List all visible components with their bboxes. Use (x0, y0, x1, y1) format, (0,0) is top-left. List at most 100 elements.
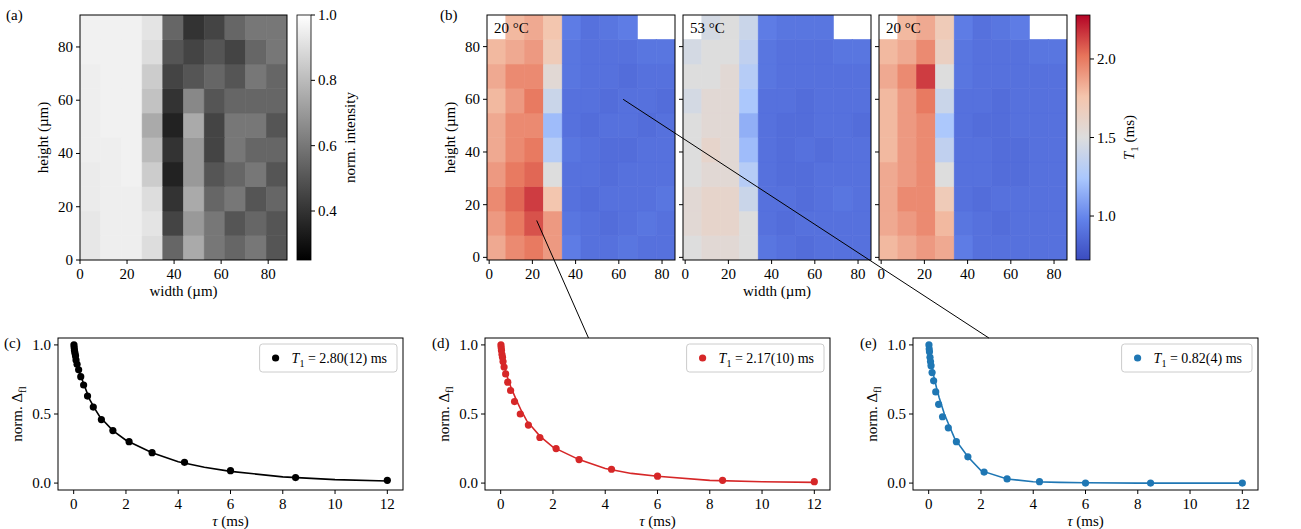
heatmap-cell (917, 113, 936, 138)
heatmap-cell (935, 15, 954, 40)
heatmap-cell (163, 113, 184, 138)
heatmap-cell (562, 15, 581, 40)
heatmap-cell (1048, 162, 1067, 187)
heatmap-cell (702, 187, 721, 212)
heatmap-cell (525, 187, 544, 212)
heatmap-cell (758, 113, 777, 138)
heatmap-cell (619, 40, 638, 65)
pointer-line (537, 220, 589, 338)
heatmap-cell (562, 64, 581, 89)
heatmap-cell (266, 187, 287, 212)
y-tick-label: 80 (465, 39, 480, 55)
heatmap-cell (543, 187, 562, 212)
heatmap-cell (600, 40, 619, 65)
x-tick (80, 260, 81, 264)
text-part: norm. (436, 403, 452, 442)
heatmap-cell (1029, 187, 1048, 212)
text-part: = 0.82(4) ms (1166, 351, 1242, 367)
heatmap-cell (935, 211, 954, 236)
y-tick (909, 483, 913, 484)
heatmap-cell (721, 89, 740, 114)
colorbar-tick (1090, 216, 1094, 217)
heatmap-cell (581, 162, 600, 187)
heatmap-cell (246, 211, 267, 236)
heatmap-cell (121, 187, 142, 212)
heatmap-cell (796, 64, 815, 89)
x-tick (858, 260, 859, 264)
heatmap-cell (225, 162, 246, 187)
heatmap-cell (777, 40, 796, 65)
heatmap-cell (721, 64, 740, 89)
heatmap-cell (898, 211, 917, 236)
heatmap-cell (204, 64, 225, 89)
panel: 02040608020 °C (875, 15, 1067, 282)
heatmap-cell (935, 113, 954, 138)
heatmap-cell (121, 162, 142, 187)
plot-frame (913, 338, 1258, 490)
heatmap-cell (721, 113, 740, 138)
x-tick (1033, 490, 1034, 494)
heatmap-cell (246, 64, 267, 89)
x-tick (728, 260, 729, 264)
heatmap-cell (973, 15, 992, 40)
heatmap-cell (935, 236, 954, 261)
x-tick-label: 20 (917, 266, 932, 282)
heatmap-cell (506, 64, 525, 89)
heatmap-cell (225, 211, 246, 236)
y-tick (679, 151, 683, 152)
x-tick-label: 60 (214, 266, 229, 282)
x-axis-title: width (µm) (743, 283, 811, 300)
heatmap-cell (954, 40, 973, 65)
x-tick (928, 490, 929, 494)
heatmap-cell (80, 89, 101, 114)
heatmap-cell (581, 187, 600, 212)
heatmap-cell (266, 236, 287, 261)
y-tick-label: 0.5 (32, 406, 51, 422)
heatmap-cell (815, 138, 834, 163)
heatmap-cell (954, 138, 973, 163)
heatmap-cell (266, 15, 287, 40)
heatmap-cell (796, 162, 815, 187)
heatmap-cell (142, 89, 163, 114)
heatmap-cell (543, 113, 562, 138)
heatmap-cell (225, 64, 246, 89)
heatmap-cell (600, 187, 619, 212)
heatmap-cell (1011, 162, 1030, 187)
heatmap-cell (487, 89, 506, 114)
heatmap-cell (101, 211, 122, 236)
heatmap-cell (184, 40, 205, 65)
heatmap-cell (184, 89, 205, 114)
heatmap-cell (121, 211, 142, 236)
heatmap-cell (525, 64, 544, 89)
legend-label: T1 = 2.17(10) ms (719, 351, 814, 369)
heatmap-cell (487, 40, 506, 65)
colorbar-tick-label: 2.0 (1097, 51, 1116, 67)
x-tick-label: 12 (380, 496, 395, 512)
heatmap-cell (1048, 89, 1067, 114)
heatmap-cell (758, 15, 777, 40)
panel: 0246810120.00.51.0τ (ms)norm. Δfl(c)T1 =… (4, 335, 403, 529)
heatmap-cell (702, 113, 721, 138)
y-tick (483, 46, 487, 47)
heatmap-cell (833, 187, 852, 212)
heatmap-cell (992, 64, 1011, 89)
x-tick (127, 260, 128, 264)
heatmap-cell (796, 236, 815, 261)
heatmap-cell (898, 89, 917, 114)
x-tick-label: 10 (1183, 496, 1198, 512)
heatmap-cell (121, 15, 142, 40)
x-tick-label: 10 (328, 496, 343, 512)
panel: 020406080020406080height (µm)(b)20 °C (440, 7, 675, 282)
heatmap-cell (204, 138, 225, 163)
heatmap-cell (543, 162, 562, 187)
heatmap-cell (739, 162, 758, 187)
heatmap-cell (184, 236, 205, 261)
heatmap-cell (525, 211, 544, 236)
text-part: (ms) (1073, 513, 1104, 529)
heatmap-cell (739, 40, 758, 65)
heatmap-cell (525, 89, 544, 114)
heatmap-cell (142, 187, 163, 212)
heatmap-cell (204, 15, 225, 40)
heatmap-cell (917, 138, 936, 163)
x-tick-label: 40 (568, 266, 583, 282)
